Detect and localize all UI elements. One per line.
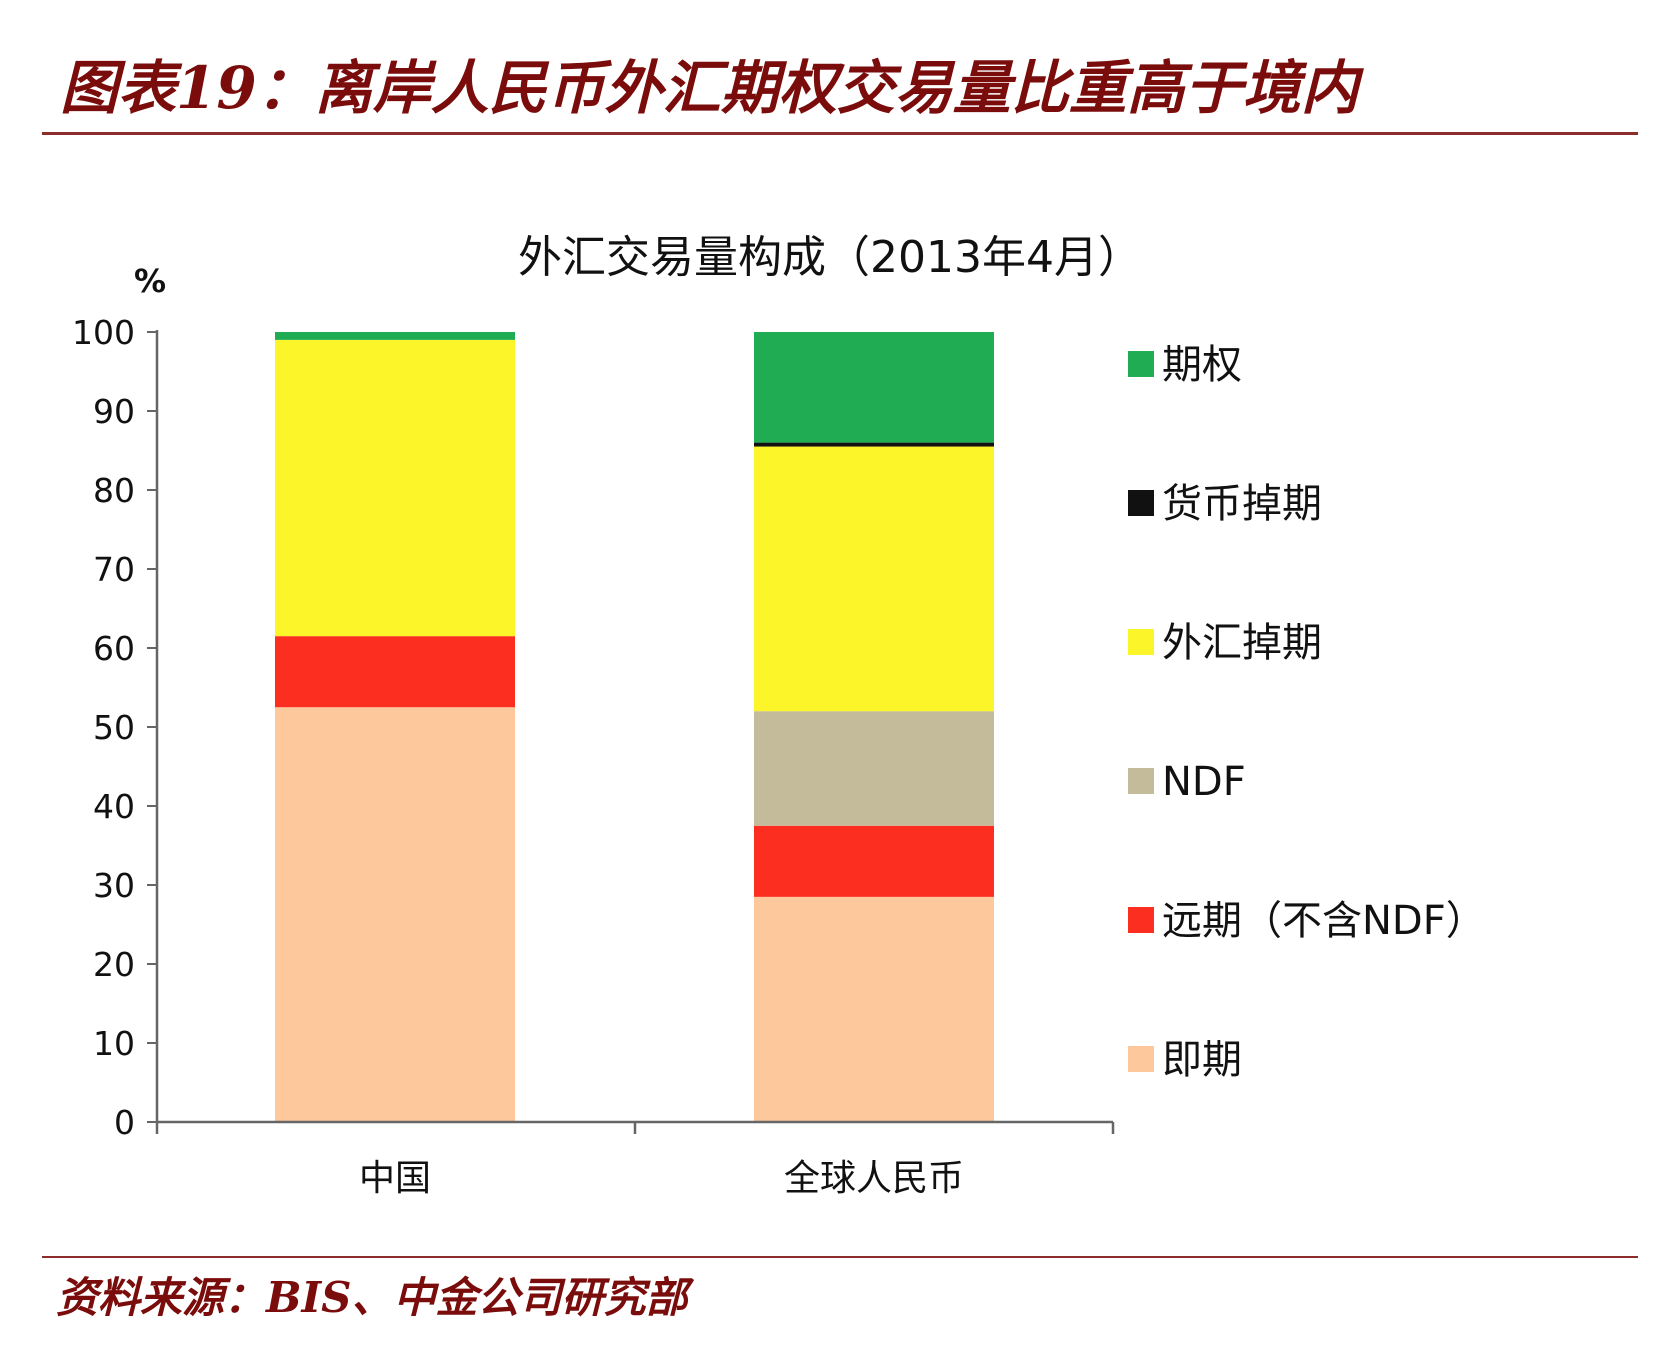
legend-swatch bbox=[1128, 629, 1154, 655]
category-label: 全球人民币 bbox=[784, 1158, 964, 1199]
category-labels: 中国 全球人民币 bbox=[359, 1158, 964, 1199]
legend-label: 远期（不含NDF） bbox=[1162, 898, 1486, 944]
y-tick-label: 10 bbox=[93, 1024, 135, 1063]
y-tick-label: 80 bbox=[93, 471, 135, 510]
title-divider bbox=[42, 132, 1638, 135]
legend-swatch bbox=[1128, 768, 1154, 794]
bars bbox=[275, 332, 994, 1122]
bar-segment bbox=[275, 339, 515, 637]
y-axis-ticks: 0 10 20 30 40 50 60 70 80 90 100 bbox=[72, 313, 157, 1142]
legend-swatch bbox=[1128, 1046, 1154, 1072]
legend-label: 外汇掉期 bbox=[1162, 620, 1322, 666]
bar-segment bbox=[275, 332, 515, 340]
bar-segment bbox=[275, 636, 515, 708]
source-note: 资料来源：BIS、中金公司研究部 bbox=[56, 1273, 688, 1322]
y-tick-label: 40 bbox=[93, 787, 135, 826]
legend-swatch bbox=[1128, 907, 1154, 933]
y-tick-label: 50 bbox=[93, 708, 135, 747]
y-tick-label: 0 bbox=[114, 1103, 135, 1142]
legend-swatch bbox=[1128, 351, 1154, 377]
bar-segment bbox=[275, 707, 515, 1122]
y-tick-label: 60 bbox=[93, 629, 135, 668]
y-tick-label: 30 bbox=[93, 866, 135, 905]
y-tick-label: 70 bbox=[93, 550, 135, 589]
legend-label: NDF bbox=[1162, 759, 1246, 805]
y-tick-label: 90 bbox=[93, 392, 135, 431]
legend-label: 货币掉期 bbox=[1162, 481, 1322, 527]
bar-segment bbox=[754, 896, 994, 1122]
legend-label: 期权 bbox=[1162, 342, 1242, 388]
bar-segment bbox=[754, 825, 994, 897]
chart-title: 外汇交易量构成（2013年4月） bbox=[518, 232, 1142, 283]
y-tick-label: 100 bbox=[72, 313, 135, 352]
axes bbox=[155, 330, 1115, 1134]
bar-segment bbox=[754, 446, 994, 712]
source-divider bbox=[42, 1256, 1638, 1258]
y-axis-unit: % bbox=[134, 262, 166, 300]
bar-segment bbox=[754, 332, 994, 443]
bar-segment bbox=[754, 442, 994, 447]
y-tick-label: 20 bbox=[93, 945, 135, 984]
legend-swatch bbox=[1128, 490, 1154, 516]
legend-label: 即期 bbox=[1162, 1037, 1242, 1083]
stacked-bar-chart: 外汇交易量构成（2013年4月） % 0 10 20 30 40 50 60 70 80 90 10… bbox=[72, 232, 1486, 1199]
category-label: 中国 bbox=[359, 1158, 431, 1199]
bar-segment bbox=[754, 711, 994, 826]
figure-title: 图表19：离岸人民币外汇期权交易量比重高于境内 bbox=[60, 54, 1359, 122]
